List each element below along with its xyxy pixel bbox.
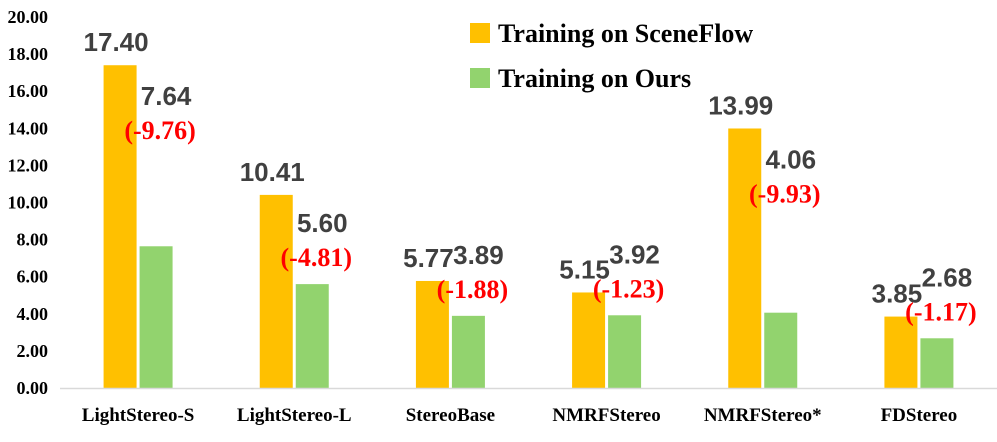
bar-sceneflow: [728, 128, 762, 388]
bar-sceneflow: [415, 280, 449, 388]
bar-sceneflow: [103, 65, 137, 388]
y-tick-label: 2.00: [17, 341, 49, 361]
delta-label: (-4.81): [281, 243, 352, 272]
data-label-ours: 5.60: [297, 208, 348, 238]
x-tick-label: StereoBase: [406, 405, 495, 426]
y-tick-label: 4.00: [17, 304, 49, 324]
x-axis: LightStereo-S LightStereo-L StereoBase NMRF…: [60, 387, 997, 426]
x-tick-label: NMRFStereo*: [704, 405, 822, 426]
y-tick-label: 16.00: [8, 81, 49, 101]
bar-ours: [295, 284, 329, 388]
delta-label: (-1.23): [593, 274, 664, 303]
data-label-ours: 3.89: [453, 240, 504, 270]
delta-label: (-9.76): [124, 116, 195, 145]
bar-ours: [451, 315, 485, 388]
data-label-ours: 3.92: [609, 239, 660, 269]
y-tick-label: 10.00: [8, 193, 49, 213]
bar-sceneflow: [572, 292, 606, 388]
legend-swatch-ours: [470, 68, 490, 88]
legend-swatch-sceneflow: [470, 23, 490, 43]
y-tick-label: 6.00: [17, 267, 49, 287]
x-tick-label: FDStereo: [881, 405, 958, 426]
data-label-sceneflow: 5.15: [559, 254, 610, 284]
y-tick-label: 18.00: [8, 44, 49, 64]
data-label-sceneflow: 10.41: [240, 157, 305, 187]
data-label-sceneflow: 13.99: [708, 90, 773, 120]
x-tick-label: NMRFStereo: [552, 405, 660, 426]
bar-ours: [608, 315, 642, 388]
bar-sceneflow: [884, 316, 918, 388]
bar-sceneflow: [259, 194, 293, 388]
data-label-sceneflow: 17.40: [84, 27, 149, 57]
data-label-ours: 4.06: [765, 144, 816, 174]
legend-label-sceneflow: Training on SceneFlow: [498, 19, 753, 48]
data-label-ours: 2.68: [922, 262, 973, 292]
legend-label-ours: Training on Ours: [498, 64, 691, 93]
y-tick-label: 20.00: [8, 7, 49, 27]
bar-ours: [764, 312, 798, 388]
x-tick-label: LightStereo-L: [237, 405, 352, 426]
y-axis: 0.00 2.00 4.00 6.00 8.00 10.00 12.00 14.00 16.00…: [8, 7, 49, 398]
delta-label: (-1.88): [437, 275, 508, 304]
y-tick-label: 14.00: [8, 118, 49, 138]
bar-ours: [139, 246, 173, 388]
legend: Training on SceneFlow Training on Ours: [470, 19, 753, 93]
data-label-sceneflow: 3.85: [872, 279, 923, 309]
y-tick-label: 0.00: [17, 378, 49, 398]
data-label-ours: 7.64: [141, 81, 192, 111]
delta-label: (-1.17): [905, 297, 976, 326]
bar-ours: [920, 338, 954, 388]
data-label-sceneflow: 5.77: [403, 243, 454, 273]
y-tick-label: 8.00: [17, 230, 49, 250]
bars: 17.40 7.64 (-9.76) 10.41 5.60 (-4.81) 5.77 3.89…: [84, 27, 977, 388]
delta-label: (-9.93): [749, 179, 820, 208]
y-tick-label: 12.00: [8, 155, 49, 175]
x-tick-label: LightStereo-S: [82, 405, 195, 426]
